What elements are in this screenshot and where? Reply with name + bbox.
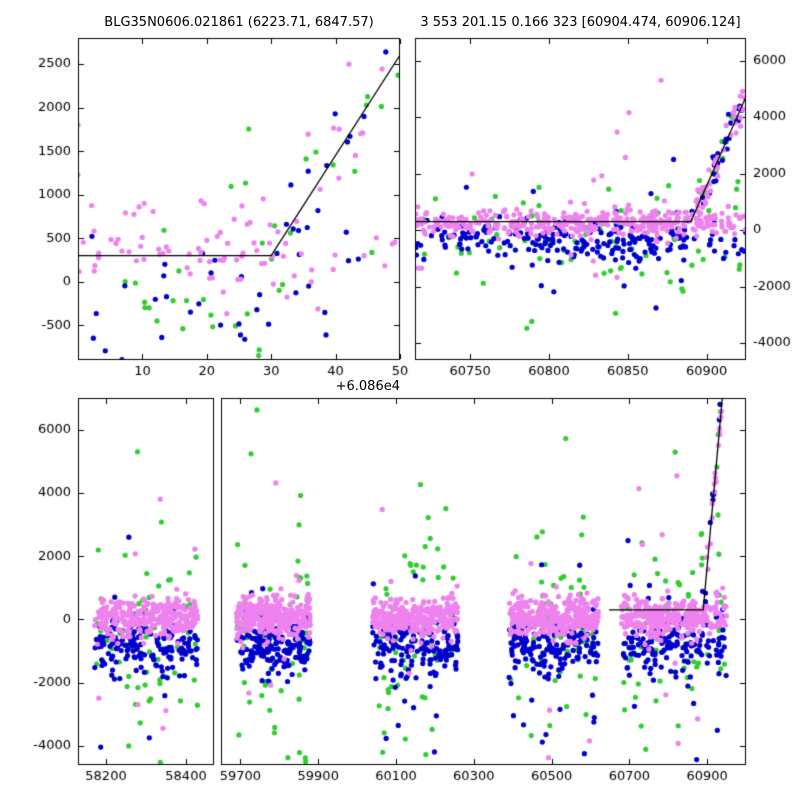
right-plot-title: 3 553 201.15 0.166 323 [60904.474, 60906… [420, 15, 741, 30]
left-plot-title: BLG35N0606.021861 (6223.71, 6847.57) [104, 15, 374, 30]
x-axis-offset-label: +6.086e4 [335, 379, 400, 394]
